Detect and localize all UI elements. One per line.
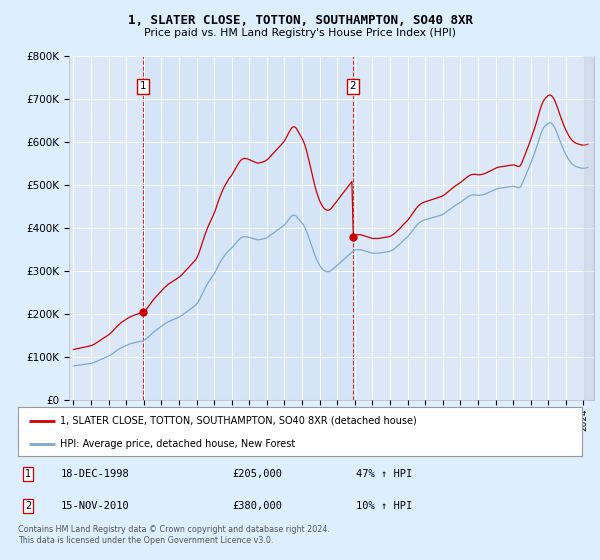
Text: 1: 1: [25, 469, 31, 479]
Text: HPI: Average price, detached house, New Forest: HPI: Average price, detached house, New …: [60, 439, 296, 449]
Text: Contains HM Land Registry data © Crown copyright and database right 2024.
This d: Contains HM Land Registry data © Crown c…: [18, 525, 330, 545]
Bar: [143, 56, 353, 400]
Text: 15-NOV-2010: 15-NOV-2010: [60, 501, 129, 511]
Text: 10% ↑ HPI: 10% ↑ HPI: [356, 501, 413, 511]
Text: 1, SLATER CLOSE, TOTTON, SOUTHAMPTON, SO40 8XR: 1, SLATER CLOSE, TOTTON, SOUTHAMPTON, SO…: [128, 14, 473, 27]
Text: 2: 2: [25, 501, 31, 511]
Text: 47% ↑ HPI: 47% ↑ HPI: [356, 469, 413, 479]
Text: £380,000: £380,000: [232, 501, 283, 511]
Text: 18-DEC-1998: 18-DEC-1998: [60, 469, 129, 479]
Text: 1, SLATER CLOSE, TOTTON, SOUTHAMPTON, SO40 8XR (detached house): 1, SLATER CLOSE, TOTTON, SOUTHAMPTON, SO…: [60, 416, 417, 426]
Text: Price paid vs. HM Land Registry's House Price Index (HPI): Price paid vs. HM Land Registry's House …: [144, 28, 456, 38]
Text: 1: 1: [140, 81, 146, 91]
Text: 2: 2: [349, 81, 356, 91]
Text: £205,000: £205,000: [232, 469, 283, 479]
